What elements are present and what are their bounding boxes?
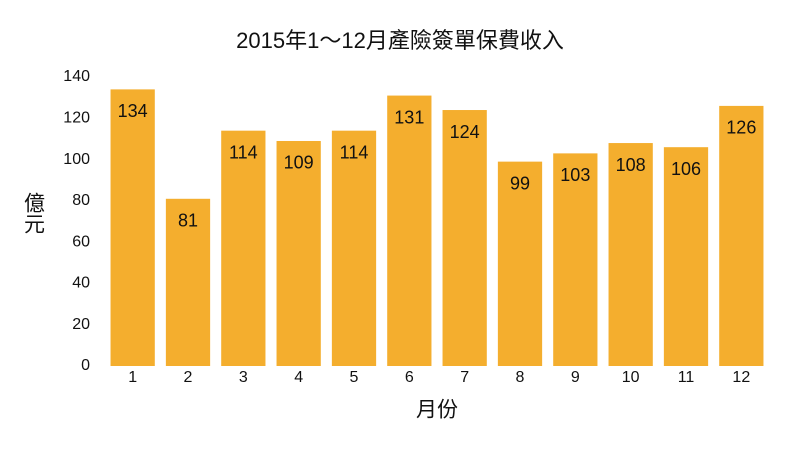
- bar: [221, 130, 266, 366]
- x-tick-label: 2: [184, 369, 193, 386]
- x-axis-label: 月份: [416, 399, 458, 422]
- value-label: 103: [560, 165, 590, 185]
- y-tick-label: 20: [72, 316, 90, 333]
- bar: [276, 140, 321, 366]
- bar: [331, 130, 377, 366]
- bar: [387, 95, 432, 366]
- y-tick-label: 100: [63, 151, 90, 168]
- x-tick-label: 3: [239, 369, 248, 386]
- y-tick-label: 80: [72, 192, 90, 209]
- x-tick-label: 8: [516, 369, 525, 386]
- bar: [165, 198, 211, 366]
- bar: [663, 147, 709, 366]
- bar: [553, 153, 598, 366]
- x-tick-label: 10: [622, 369, 640, 386]
- y-tick-label: 0: [81, 357, 90, 374]
- x-tick-label: 5: [350, 369, 359, 386]
- y-tick-label: 140: [63, 68, 90, 85]
- value-label: 99: [510, 173, 530, 193]
- y-tick-label: 60: [72, 233, 90, 250]
- value-label: 114: [340, 142, 369, 162]
- bar: [497, 161, 543, 366]
- value-label: 134: [118, 101, 148, 121]
- value-label: 108: [616, 155, 646, 175]
- x-tick-label: 4: [294, 369, 303, 386]
- x-tick-label: 1: [128, 369, 137, 386]
- x-tick-label: 9: [571, 369, 580, 386]
- bar: [442, 110, 487, 367]
- bar: [719, 105, 764, 367]
- bar: [608, 143, 653, 366]
- value-label: 106: [671, 159, 701, 179]
- y-tick-label: 120: [63, 110, 90, 127]
- x-tick-label: 6: [405, 369, 414, 386]
- value-label: 109: [284, 153, 314, 173]
- y-tick-label: 40: [72, 275, 90, 292]
- value-label: 114: [229, 142, 258, 162]
- bar: [110, 89, 155, 366]
- value-label: 81: [178, 211, 198, 231]
- y-axis-label: 億元: [22, 192, 46, 234]
- value-label: 126: [726, 118, 756, 138]
- x-tick-label: 11: [678, 369, 695, 386]
- x-tick-label: 7: [460, 369, 469, 386]
- value-label: 131: [394, 107, 424, 127]
- chart-title: 2015年1～12月產險簽單保費收入: [236, 28, 564, 53]
- x-tick-label: 12: [732, 369, 750, 386]
- value-label: 124: [450, 122, 480, 142]
